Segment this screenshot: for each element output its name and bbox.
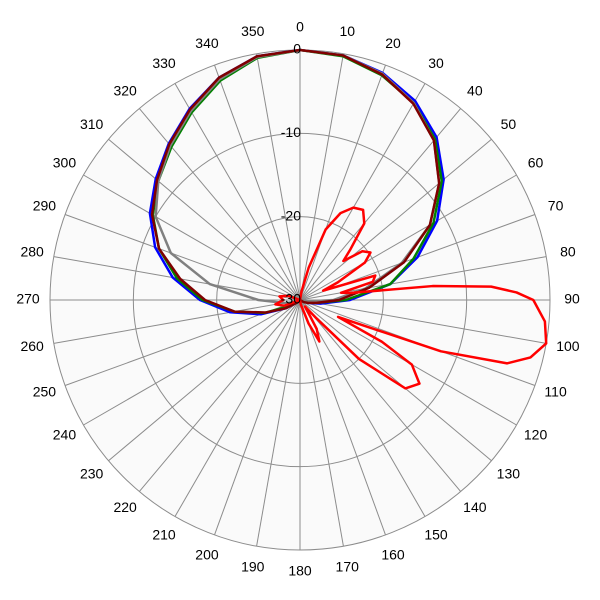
grid-spoke bbox=[299, 299, 426, 517]
angle-tick-label: 60 bbox=[528, 155, 544, 171]
angle-tick-label: 320 bbox=[113, 82, 137, 98]
plot-area bbox=[148, 48, 548, 390]
angle-tick-label: 270 bbox=[16, 291, 40, 307]
grid-spoke bbox=[299, 299, 386, 536]
grid-spoke bbox=[138, 299, 301, 492]
angle-tick-label: 90 bbox=[564, 291, 580, 307]
angle-tick-label: 170 bbox=[336, 559, 360, 575]
angle-tick-label: 150 bbox=[424, 526, 448, 542]
angle-tick-label: 0 bbox=[296, 19, 304, 35]
angle-tick-label: 70 bbox=[548, 198, 564, 214]
angle-tick-label: 210 bbox=[152, 526, 176, 542]
grid-spoke bbox=[299, 83, 426, 301]
grid-spoke bbox=[299, 299, 492, 462]
angle-tick-label: 120 bbox=[524, 427, 548, 443]
angle-tick-label: 300 bbox=[53, 155, 77, 171]
grid-spoke bbox=[108, 299, 301, 462]
angle-tick-label: 20 bbox=[385, 35, 401, 51]
labels: 0 -10 -20 -30 0 10 20 30 40 50 60 70 80 90 100 110 120 13… bbox=[16, 19, 580, 579]
grid-spoke bbox=[256, 53, 301, 301]
angle-tick-label: 100 bbox=[556, 338, 580, 354]
grid-spoke bbox=[299, 138, 492, 301]
angle-tick-label: 230 bbox=[80, 466, 104, 482]
grid-spoke bbox=[108, 138, 301, 301]
angle-tick-label: 80 bbox=[560, 243, 576, 259]
r-tick-label: -30 bbox=[281, 291, 301, 307]
angle-tick-label: 310 bbox=[80, 116, 104, 132]
angle-tick-label: 340 bbox=[195, 35, 219, 51]
grid-spoke bbox=[214, 64, 301, 301]
grid-spoke bbox=[299, 64, 386, 301]
r-tick-label: -10 bbox=[281, 124, 301, 140]
angle-tick-label: 260 bbox=[20, 338, 44, 354]
angle-tick-label: 30 bbox=[428, 55, 444, 71]
series-line bbox=[274, 206, 548, 390]
angle-tick-label: 180 bbox=[288, 563, 312, 579]
angle-tick-label: 290 bbox=[33, 198, 57, 214]
r-tick-label: -20 bbox=[281, 207, 301, 223]
angle-tick-label: 280 bbox=[20, 243, 44, 259]
angle-tick-label: 250 bbox=[33, 384, 57, 400]
grid-spoke bbox=[299, 174, 517, 301]
grid-spoke bbox=[53, 299, 301, 344]
angle-tick-label: 40 bbox=[467, 82, 483, 98]
grid-spoke bbox=[299, 53, 344, 301]
angle-tick-label: 110 bbox=[544, 384, 567, 400]
grid-spoke bbox=[64, 214, 301, 301]
angle-tick-label: 240 bbox=[53, 427, 77, 443]
grid-spoke bbox=[83, 174, 301, 301]
angle-tick-label: 330 bbox=[152, 55, 176, 71]
angle-tick-label: 160 bbox=[381, 546, 405, 562]
angle-tick-label: 140 bbox=[463, 499, 487, 515]
grid-spoke bbox=[138, 108, 301, 301]
grid-spoke bbox=[256, 299, 301, 547]
grid-spoke bbox=[174, 299, 301, 517]
angle-tick-label: 200 bbox=[195, 546, 219, 562]
grid-spoke bbox=[174, 83, 301, 301]
angle-tick-label: 50 bbox=[501, 116, 517, 132]
angle-tick-label: 220 bbox=[113, 499, 137, 515]
grid-spoke bbox=[83, 299, 301, 426]
angle-tick-label: 130 bbox=[497, 466, 521, 482]
grid-spoke bbox=[299, 299, 547, 344]
angle-tick-label: 10 bbox=[339, 23, 355, 39]
angle-tick-label: 350 bbox=[241, 23, 265, 39]
grid-spoke bbox=[299, 299, 344, 547]
grid-spoke bbox=[299, 299, 462, 492]
r-tick-label: 0 bbox=[293, 41, 301, 57]
angle-tick-label: 190 bbox=[241, 559, 265, 575]
grid-spoke bbox=[214, 299, 301, 536]
